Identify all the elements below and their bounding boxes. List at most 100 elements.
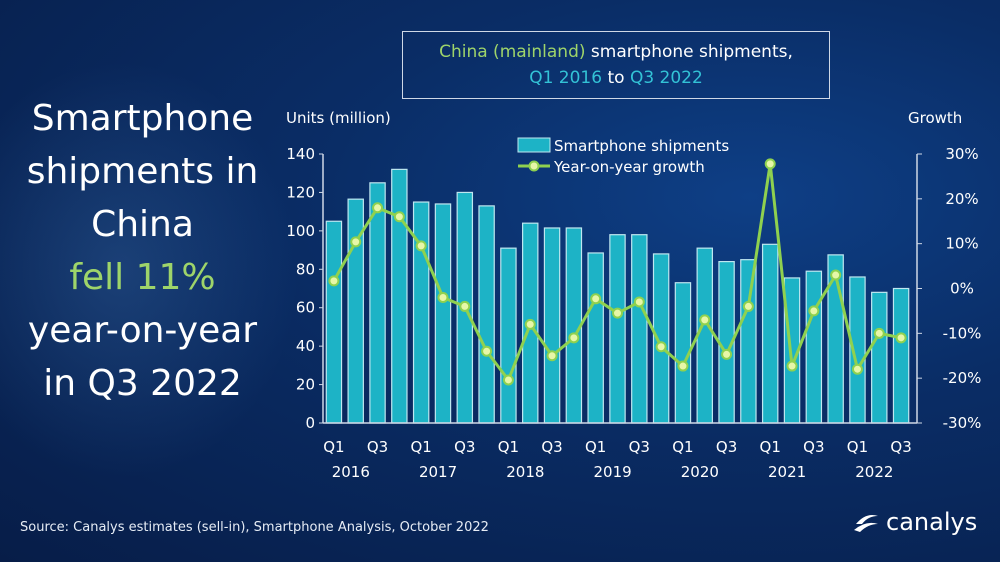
headline-line: year-on-year bbox=[27, 310, 258, 351]
bar bbox=[871, 291, 888, 424]
growth-point bbox=[568, 332, 580, 344]
left-tick-label: 80 bbox=[296, 260, 315, 278]
title-to: to bbox=[602, 68, 630, 88]
right-tick-label: -20% bbox=[943, 369, 982, 387]
growth-point bbox=[372, 202, 384, 214]
x-tick-label: Q3 bbox=[803, 438, 824, 456]
x-tick-label: Q1 bbox=[760, 438, 781, 456]
right-tick-label: 20% bbox=[945, 190, 978, 208]
growth-point bbox=[677, 360, 689, 372]
right-tick-label: 30% bbox=[945, 145, 978, 163]
growth-point bbox=[437, 291, 449, 303]
x-year-label: 2022 bbox=[855, 463, 893, 481]
growth-point bbox=[655, 341, 667, 353]
x-tick-label: Q1 bbox=[323, 438, 344, 456]
bar bbox=[609, 234, 626, 424]
growth-point bbox=[633, 296, 645, 308]
headline-line: in Q3 2022 bbox=[43, 363, 242, 404]
growth-point bbox=[830, 269, 842, 281]
bar bbox=[412, 201, 430, 424]
y-axis-label: Units (million) bbox=[286, 109, 391, 127]
left-tick-label: 140 bbox=[286, 145, 315, 163]
growth-point bbox=[721, 348, 733, 360]
x-year-label: 2019 bbox=[593, 463, 631, 481]
title-text: smartphone shipments, bbox=[585, 42, 793, 62]
legend-label-bars: Smartphone shipments bbox=[554, 137, 729, 155]
bar bbox=[543, 227, 561, 424]
growth-point bbox=[502, 374, 514, 386]
right-tick-label: -30% bbox=[943, 414, 982, 432]
canalys-logo: canalys bbox=[852, 508, 977, 536]
x-tick-label: Q1 bbox=[585, 438, 606, 456]
growth-point bbox=[328, 275, 340, 287]
bar bbox=[761, 243, 779, 424]
growth-point bbox=[699, 314, 711, 326]
bar bbox=[391, 168, 408, 424]
growth-point bbox=[546, 350, 558, 362]
logo-icon bbox=[854, 515, 878, 532]
growth-point bbox=[742, 300, 754, 312]
bar bbox=[500, 247, 517, 424]
x-tick-label: Q3 bbox=[629, 438, 650, 456]
x-tick-label: Q3 bbox=[454, 438, 475, 456]
growth-point bbox=[459, 300, 471, 312]
x-tick-label: Q3 bbox=[890, 438, 911, 456]
headline-line: shipments in bbox=[26, 151, 259, 192]
growth-point bbox=[612, 307, 623, 319]
title-end: Q3 2022 bbox=[629, 68, 703, 88]
left-tick-label: 100 bbox=[286, 222, 315, 240]
headline-line: Smartphone bbox=[31, 98, 254, 139]
left-tick-label: 20 bbox=[296, 376, 315, 394]
x-year-label: 2018 bbox=[506, 463, 544, 481]
growth-point bbox=[808, 305, 820, 317]
chart-title: China (mainland) smartphone shipments, Q… bbox=[402, 31, 830, 99]
growth-point bbox=[481, 345, 493, 357]
x-tick-label: Q1 bbox=[498, 438, 519, 456]
bar bbox=[478, 205, 495, 424]
left-tick-label: 0 bbox=[305, 414, 315, 432]
growth-point bbox=[764, 158, 776, 170]
x-tick-label: Q3 bbox=[541, 438, 562, 456]
growth-point bbox=[786, 360, 798, 372]
title-start: Q1 2016 bbox=[529, 68, 603, 88]
x-tick-label: Q3 bbox=[716, 438, 737, 456]
x-tick-label: Q3 bbox=[367, 438, 388, 456]
bar bbox=[892, 287, 910, 424]
bar bbox=[740, 259, 757, 424]
left-tick-label: 120 bbox=[286, 183, 315, 201]
x-tick-label: Q1 bbox=[410, 438, 431, 456]
bar bbox=[805, 270, 823, 424]
x-year-label: 2017 bbox=[419, 463, 457, 481]
growth-point bbox=[851, 363, 863, 375]
right-tick-label: -10% bbox=[943, 324, 982, 342]
headline: Smartphone shipments in China fell 11% y… bbox=[10, 92, 275, 410]
background-glow bbox=[0, 60, 300, 480]
x-tick-label: Q1 bbox=[672, 438, 693, 456]
x-year-label: 2016 bbox=[332, 463, 370, 481]
growth-point bbox=[524, 318, 536, 330]
x-year-label: 2021 bbox=[768, 463, 806, 481]
headline-highlight: fell 11% bbox=[69, 257, 216, 298]
x-year-label: 2020 bbox=[681, 463, 719, 481]
right-tick-label: 0% bbox=[950, 280, 974, 298]
y2-axis-label: Growth bbox=[908, 109, 962, 127]
growth-point bbox=[873, 327, 885, 339]
bar bbox=[631, 234, 648, 424]
source-note: Source: Canalys estimates (sell-in), Sma… bbox=[20, 520, 489, 535]
growth-point bbox=[393, 211, 405, 223]
x-tick-label: Q1 bbox=[847, 438, 868, 456]
left-tick-label: 40 bbox=[296, 337, 315, 355]
legend-swatch-point bbox=[528, 160, 540, 172]
growth-point bbox=[895, 332, 907, 344]
growth-point bbox=[415, 240, 427, 252]
left-tick-label: 60 bbox=[296, 299, 315, 317]
title-region: China (mainland) bbox=[439, 42, 586, 62]
right-tick-label: 10% bbox=[945, 235, 978, 253]
bar bbox=[325, 220, 343, 424]
bar bbox=[587, 252, 604, 424]
growth-point bbox=[590, 293, 602, 305]
headline-line: China bbox=[91, 204, 194, 245]
legend-swatch-bars bbox=[517, 137, 551, 153]
legend-label-line: Year-on-year growth bbox=[553, 158, 705, 176]
